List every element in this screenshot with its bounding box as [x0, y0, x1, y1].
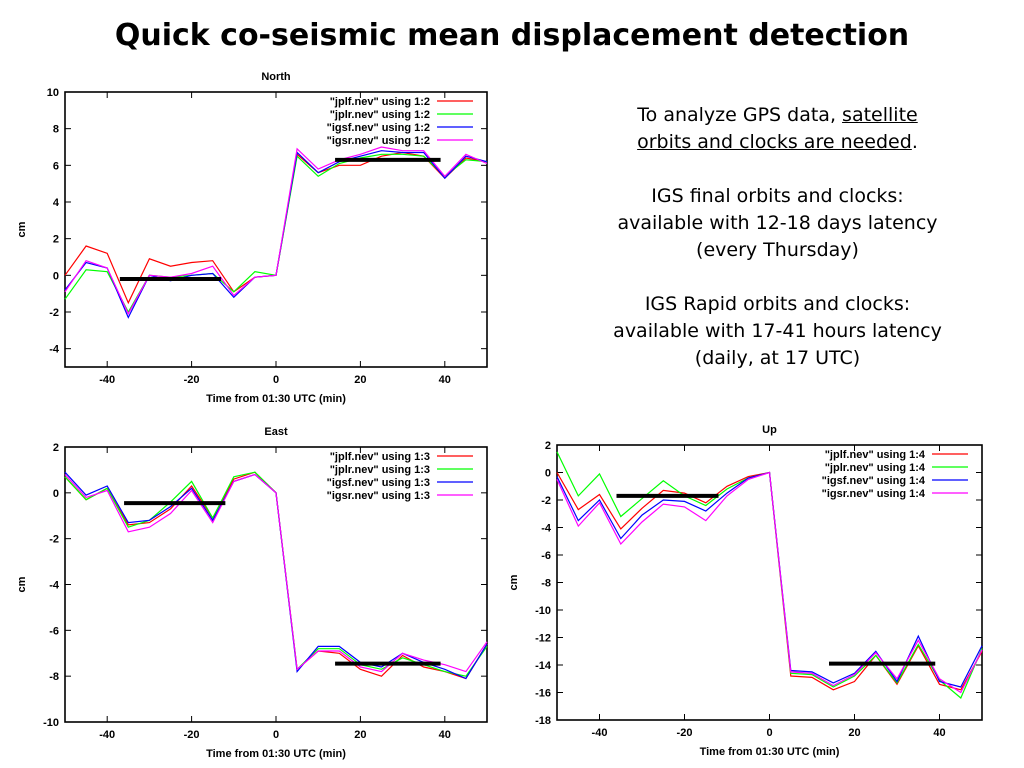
series-line [556, 471, 983, 688]
x-tick-label: -20 [184, 374, 200, 386]
y-tick-label: 0 [53, 270, 59, 282]
x-tick-label: 20 [354, 729, 366, 741]
note-text: available with 12-18 days latency [617, 212, 938, 234]
legend-label: "jplr.nev" using 1:2 [330, 109, 430, 121]
y-tick-label: -4 [49, 344, 60, 356]
legend-label: "jplf.nev" using 1:4 [825, 449, 926, 461]
legend-label: "igsf.nev" using 1:4 [822, 475, 926, 487]
series-line [64, 150, 488, 319]
y-tick-label: -2 [541, 495, 551, 507]
y-tick-label: -8 [49, 671, 59, 683]
y-tick-label: 2 [53, 234, 59, 246]
legend-label: "igsr.nev" using 1:4 [822, 488, 926, 500]
legend-label: "igsf.nev" using 1:2 [327, 122, 430, 134]
y-axis-label: cm [16, 576, 28, 592]
note-text: IGS Rapid orbits and clocks: [644, 293, 911, 315]
x-tick-label: 0 [766, 727, 772, 739]
x-axis-label: Time from 01:30 UTC (min) [206, 393, 346, 405]
x-axis-label: Time from 01:30 UTC (min) [206, 748, 346, 760]
note-text: (every Thursday) [696, 239, 859, 261]
note-underlined-text: orbits and clocks are needed [637, 131, 912, 153]
y-tick-label: -10 [535, 605, 551, 617]
legend-label: "igsf.nev" using 1:3 [327, 477, 430, 489]
notes-text: To analyze GPS data, satellite orbits and… [585, 102, 970, 399]
series-line [556, 471, 983, 694]
x-tick-label: 0 [273, 729, 279, 741]
legend-label: "jplr.nev" using 1:3 [330, 464, 430, 476]
y-tick-label: 8 [53, 124, 59, 136]
y-tick-label: -18 [535, 715, 551, 727]
chart-title: North [261, 71, 291, 83]
note-orbits-needed: To analyze GPS data, satellite orbits and… [585, 102, 970, 156]
x-tick-label: 40 [439, 374, 451, 386]
x-tick-label: 0 [273, 374, 279, 386]
x-tick-label: -40 [99, 729, 115, 741]
x-tick-label: 40 [933, 727, 945, 739]
y-tick-label: 6 [53, 160, 59, 172]
y-tick-label: 10 [47, 87, 59, 99]
y-tick-label: -2 [49, 307, 59, 319]
x-tick-label: 40 [439, 729, 451, 741]
legend-label: "jplf.nev" using 1:2 [330, 96, 430, 108]
x-tick-label: -20 [184, 729, 200, 741]
y-tick-label: -8 [541, 578, 551, 590]
note-igs-final: IGS final orbits and clocks: available wi… [585, 183, 970, 264]
slide-title: Quick co-seismic mean displacement detec… [114, 18, 910, 53]
y-tick-label: -4 [49, 580, 60, 592]
note-text: (daily, at 17 UTC) [694, 347, 861, 369]
y-tick-label: -2 [49, 534, 59, 546]
up-chart: Up-18-16-14-12-10-8-6-4-202-40 -20 0 20 40Ti… [508, 424, 983, 758]
x-tick-label: -40 [592, 727, 608, 739]
note-igs-rapid: IGS Rapid orbits and clocks: available wi… [585, 291, 970, 372]
note-underlined-text: satellite [842, 104, 918, 126]
y-axis-label: cm [508, 574, 520, 590]
legend-label: "jplr.nev" using 1:4 [825, 462, 926, 474]
x-tick-label: 20 [848, 727, 860, 739]
chart-title: East [264, 426, 288, 438]
y-tick-label: 0 [53, 488, 59, 500]
x-tick-label: -40 [99, 374, 115, 386]
series-line [64, 473, 488, 673]
y-tick-label: -6 [541, 550, 551, 562]
y-tick-label: -12 [535, 633, 551, 645]
legend-label: "igsr.nev" using 1:3 [327, 490, 430, 502]
note-text: IGS final orbits and clocks: [651, 185, 904, 207]
y-tick-label: 2 [545, 440, 551, 452]
legend-label: "igsr.nev" using 1:2 [327, 135, 430, 147]
note-text: available with 17-41 hours latency [613, 320, 942, 342]
y-tick-label: 2 [53, 442, 59, 454]
y-tick-label: 4 [53, 197, 60, 209]
y-tick-label: -4 [541, 523, 552, 535]
x-axis-label: Time from 01:30 UTC (min) [700, 746, 840, 758]
y-axis-label: cm [16, 221, 28, 237]
x-tick-label: -20 [677, 727, 693, 739]
x-tick-label: 20 [354, 374, 366, 386]
series-line [556, 471, 983, 691]
y-tick-label: -6 [49, 625, 59, 637]
chart-title: Up [762, 424, 777, 436]
y-tick-label: -14 [535, 660, 552, 672]
y-tick-label: -10 [43, 717, 59, 729]
note-text: . [911, 131, 918, 153]
series-line [64, 146, 488, 316]
y-tick-label: -16 [535, 688, 551, 700]
note-text: To analyze GPS data, [637, 104, 843, 126]
legend-label: "jplf.nev" using 1:3 [330, 451, 430, 463]
series-line [64, 153, 488, 314]
y-tick-label: 0 [545, 468, 551, 480]
